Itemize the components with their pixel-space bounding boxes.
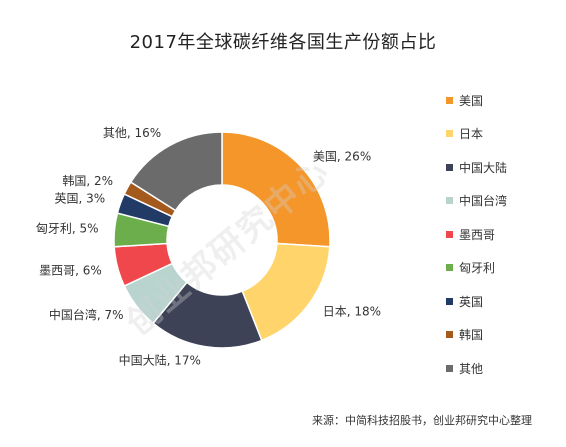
slice-label-2: 中国大陆, 17% — [119, 352, 201, 367]
slice-label-7: 韩国, 2% — [62, 173, 113, 188]
slice-label-5: 匈牙利, 5% — [36, 222, 99, 236]
legend-swatch — [446, 96, 453, 104]
legend-item-7: 韩国 — [446, 327, 483, 343]
legend-item-2: 中国大陆 — [446, 159, 507, 175]
slice-label-0: 美国, 26% — [313, 149, 371, 163]
chart-title: 2017年全球碳纤维各国生产份额占比 — [129, 32, 437, 53]
legend-swatch — [446, 163, 453, 171]
legend-label: 中国台湾 — [459, 194, 508, 208]
legend-swatch — [446, 331, 453, 338]
legend-swatch — [446, 197, 453, 204]
legend-item-3: 中国台湾 — [446, 193, 507, 209]
legend-label: 日本 — [459, 127, 484, 141]
slice-label-8: 其他, 16% — [103, 126, 161, 140]
slice-label-1: 日本, 18% — [323, 305, 381, 319]
legend-swatch — [446, 364, 453, 372]
legend-swatch — [446, 297, 453, 305]
legend-label: 墨西哥 — [459, 227, 496, 242]
legend-item-1: 日本 — [446, 126, 483, 142]
slice-label-3: 中国台湾, 7% — [49, 307, 124, 322]
legend-swatch — [446, 230, 453, 238]
legend-item-8: 其他 — [446, 360, 483, 376]
legend-item-0: 美国 — [446, 92, 483, 108]
legend-label: 美国 — [459, 93, 484, 108]
legend-label: 其他 — [459, 361, 484, 376]
legend-label: 匈牙利 — [459, 261, 496, 275]
legend-swatch — [446, 130, 453, 137]
legend-label: 韩国 — [459, 328, 484, 342]
legend-item-4: 墨西哥 — [446, 226, 495, 242]
source-note: 来源：中简科技招股书，创业邦研究中心整理 — [312, 414, 532, 427]
legend-item-5: 匈牙利 — [446, 260, 495, 276]
legend-swatch — [446, 264, 453, 271]
legend-item-6: 英国 — [446, 293, 483, 309]
legend-label: 中国大陆 — [459, 160, 508, 175]
slice-label-4: 墨西哥, 6% — [39, 263, 102, 277]
slice-label-6: 英国, 3% — [55, 192, 106, 206]
slice-8 — [129, 131, 223, 212]
slice-0 — [221, 131, 331, 248]
legend-label: 英国 — [459, 294, 484, 309]
